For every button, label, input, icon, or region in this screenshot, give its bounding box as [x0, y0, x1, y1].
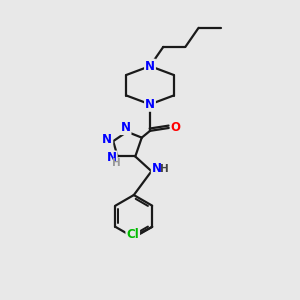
Text: N: N [145, 60, 155, 73]
Text: N: N [102, 133, 112, 146]
Text: N: N [107, 152, 117, 164]
Text: Cl: Cl [126, 228, 139, 241]
Text: O: O [171, 121, 181, 134]
Text: N: N [121, 121, 130, 134]
Text: N: N [145, 98, 155, 111]
Text: H: H [112, 158, 121, 168]
Text: N: N [152, 162, 162, 175]
Text: H: H [160, 164, 169, 174]
